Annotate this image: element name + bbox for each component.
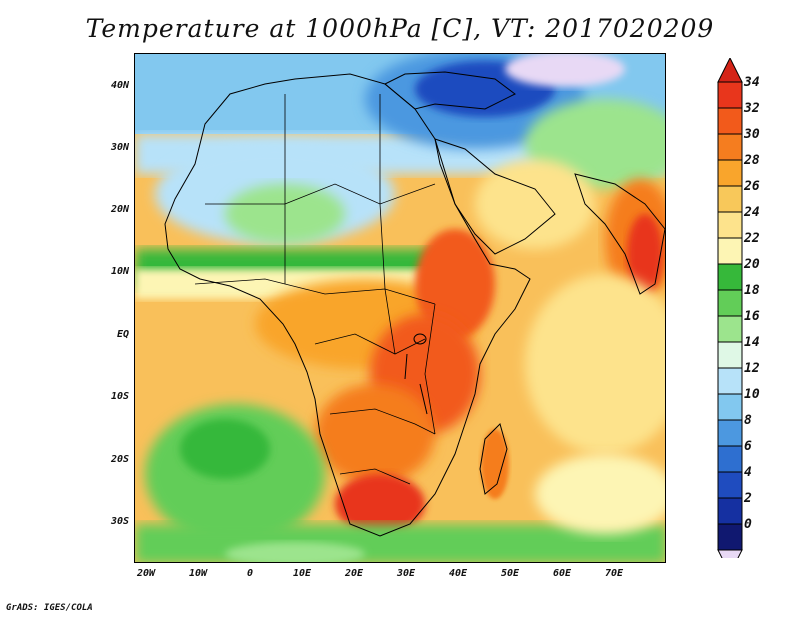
- colorbar-box: [717, 471, 743, 499]
- lat-label: 10S: [110, 391, 129, 402]
- colorbar: [717, 58, 743, 558]
- colorbar-label: 10: [744, 387, 760, 402]
- colorbar-label: 0: [744, 517, 752, 532]
- lon-label: 30E: [396, 568, 416, 579]
- colorbar-box: [717, 315, 743, 343]
- country-borders: [194, 94, 436, 485]
- lon-label: 60E: [552, 568, 572, 579]
- temperature-map: [134, 53, 666, 563]
- colorbar-label: 28: [744, 153, 760, 168]
- colorbar-label: 22: [744, 231, 760, 246]
- lon-label: 10W: [188, 568, 208, 579]
- lon-label: 50E: [500, 568, 520, 579]
- colorbar-box: [717, 445, 743, 473]
- colorbar-box: [717, 263, 743, 291]
- lat-label: 40N: [110, 80, 129, 91]
- colorbar-label: 20: [744, 257, 760, 272]
- colorbar-label: 2: [744, 491, 752, 506]
- colorbar-box: [717, 393, 743, 421]
- colorbar-label: 16: [744, 309, 760, 324]
- colorbar-label: 18: [744, 283, 760, 298]
- colorbar-over-triangle: [717, 58, 743, 83]
- lat-label: 30N: [110, 142, 129, 153]
- lon-label: 10E: [292, 568, 312, 579]
- colorbar-box: [717, 237, 743, 265]
- lat-label: 10N: [110, 266, 129, 277]
- coastlines: [164, 71, 665, 537]
- colorbar-label: 32: [744, 101, 760, 116]
- lon-label: 0: [246, 568, 254, 579]
- colorbar-box: [717, 159, 743, 187]
- colorbar-label: 8: [744, 413, 752, 428]
- colorbar-label: 24: [744, 205, 760, 220]
- lon-label: 40E: [448, 568, 468, 579]
- colorbar-label: 12: [744, 361, 760, 376]
- colorbar-box: [717, 523, 743, 551]
- chart-title: Temperature at 1000hPa [C], VT: 20170202…: [85, 14, 715, 43]
- colorbar-box: [717, 367, 743, 395]
- lon-label: 20W: [136, 568, 156, 579]
- colorbar-label: 34: [744, 75, 760, 90]
- map-canvas: [135, 54, 665, 562]
- credit-text: GrADS: IGES/COLA: [6, 603, 93, 613]
- colorbar-box: [717, 211, 743, 239]
- colorbar-label: 30: [744, 127, 760, 142]
- colorbar-box: [717, 497, 743, 525]
- colorbar-box: [717, 341, 743, 369]
- colorbar-boxes: [717, 58, 743, 558]
- colorbar-label: 4: [744, 465, 752, 480]
- colorbar-box: [717, 133, 743, 161]
- lakes: [404, 333, 428, 415]
- colorbar-box: [717, 289, 743, 317]
- colorbar-label: 26: [744, 179, 760, 194]
- colorbar-label: 6: [744, 439, 752, 454]
- colorbar-box: [717, 419, 743, 447]
- colorbar-under-triangle: [717, 549, 743, 558]
- lat-label: 20N: [110, 204, 129, 215]
- lat-label: 20S: [110, 454, 129, 465]
- lat-label: EQ: [116, 329, 129, 340]
- colorbar-label: 14: [744, 335, 760, 350]
- colorbar-box: [717, 185, 743, 213]
- lon-label: 70E: [604, 568, 624, 579]
- lon-label: 20E: [344, 568, 364, 579]
- colorbar-box: [717, 107, 743, 135]
- lat-label: 30S: [110, 516, 129, 527]
- colorbar-box: [717, 81, 743, 109]
